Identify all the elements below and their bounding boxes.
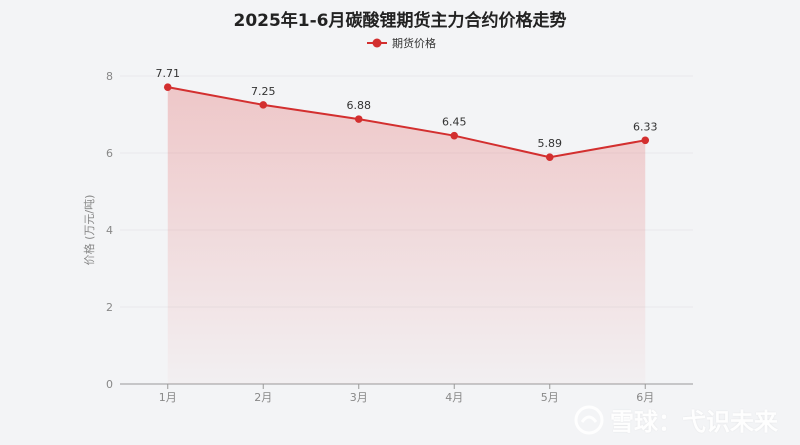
data-label: 5.89 — [538, 137, 563, 150]
data-labels: 7.71 7.25 6.88 6.45 5.89 6.33 — [156, 67, 658, 150]
y-axis-label: 价格 (万元/吨) — [82, 195, 96, 266]
y-tick-label: 0 — [106, 378, 113, 391]
y-tick-label: 6 — [106, 147, 113, 160]
data-point — [545, 153, 554, 162]
data-point — [259, 101, 268, 109]
y-tick-label: 2 — [106, 301, 113, 314]
series-line — [167, 86, 646, 159]
data-label: 7.71 — [156, 67, 181, 80]
x-tick-label: 4月 — [445, 391, 463, 404]
data-points — [163, 83, 650, 162]
x-tick-label: 5月 — [541, 391, 559, 404]
chart-title: 2025年1-6月碳酸锂期货主力合约价格走势 — [233, 10, 566, 31]
legend-marker-icon — [372, 38, 382, 48]
watermark-text: 雪球：弋识未来 — [610, 408, 778, 436]
y-axis: 0 2 4 6 8 — [106, 70, 113, 391]
x-tick-label: 1月 — [159, 391, 177, 404]
x-axis: 1月 2月 3月 4月 5月 6月 — [120, 383, 693, 404]
data-point — [354, 115, 363, 123]
data-label: 7.25 — [251, 85, 276, 98]
y-tick-label: 8 — [106, 70, 113, 83]
legend[interactable]: 期货价格 — [367, 36, 436, 50]
data-point — [450, 131, 459, 140]
x-tick-label: 2月 — [254, 391, 272, 404]
x-tick-label: 6月 — [636, 391, 654, 404]
data-label: 6.88 — [347, 99, 372, 112]
y-tick-label: 4 — [106, 224, 113, 237]
data-point — [163, 83, 172, 91]
x-tick-label: 3月 — [350, 391, 368, 404]
snowball-logo-icon — [574, 405, 604, 434]
series-area — [167, 87, 646, 384]
data-label: 6.33 — [633, 120, 658, 133]
data-label: 6.45 — [442, 116, 467, 129]
watermark: 雪球：弋识未来 — [574, 402, 778, 437]
legend-label: 期货价格 — [392, 36, 436, 50]
data-point — [641, 136, 650, 145]
